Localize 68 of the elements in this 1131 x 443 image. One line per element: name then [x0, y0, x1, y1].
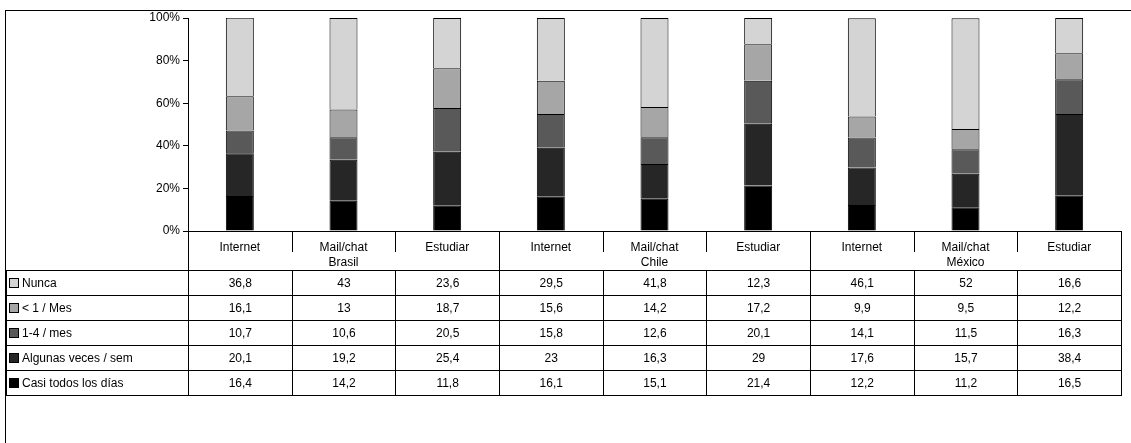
data-label: 12,2	[1017, 295, 1122, 321]
legend-label: Algunas veces / sem	[6, 345, 189, 371]
data-label: 16,3	[603, 345, 707, 371]
data-label: 10,7	[188, 320, 293, 346]
text: Brasil	[328, 255, 359, 270]
y-tick-label: 40%	[155, 138, 181, 153]
y-tick-label: 100%	[149, 10, 181, 25]
legend-label: Casi todos los días	[6, 370, 189, 396]
data-label: 19,2	[292, 345, 396, 371]
data-label: 20,1	[706, 320, 811, 346]
y-tick-label: 0%	[162, 223, 181, 238]
data-label: 14,1	[810, 320, 915, 346]
data-label: 16,1	[188, 295, 293, 321]
text: México	[946, 255, 985, 270]
legend-label: 1-4 / mes	[6, 320, 189, 346]
data-label: 16,5	[1017, 370, 1122, 396]
data-label: 15,6	[499, 295, 604, 321]
data-label: 41,8	[603, 270, 707, 296]
data-label: 20,1	[188, 345, 293, 371]
data-label: 23	[499, 345, 604, 371]
data-label: 9,9	[810, 295, 915, 321]
data-label: 16,3	[1017, 320, 1122, 346]
x-tick-label: Internet	[841, 239, 883, 254]
data-label: 15,8	[499, 320, 604, 346]
data-label: 10,6	[292, 320, 396, 346]
data-label: 46,1	[810, 270, 915, 296]
y-tick-label: 60%	[155, 95, 181, 110]
x-tick-label: Internet	[530, 239, 572, 254]
data-label: 14,2	[292, 370, 396, 396]
data-label: 16,6	[1017, 270, 1122, 296]
x-tick-label: Estudiar	[1047, 239, 1092, 254]
data-label: 17,6	[810, 345, 915, 371]
data-label: 52	[914, 270, 1018, 296]
data-label: 12,6	[603, 320, 707, 346]
data-label: 11,2	[914, 370, 1018, 396]
data-label: 11,5	[914, 320, 1018, 346]
data-label: 12,3	[706, 270, 811, 296]
data-label: 43	[292, 270, 396, 296]
legend-label: Nunca	[6, 270, 189, 296]
data-label: 16,4	[188, 370, 293, 396]
data-label: 12,2	[810, 370, 915, 396]
data-label: 13	[292, 295, 396, 321]
data-label: 25,4	[395, 345, 500, 371]
x-tick-label: Mail/chat	[630, 239, 680, 254]
text: Chile	[640, 255, 669, 270]
data-label: 17,2	[706, 295, 811, 321]
x-tick-label: Mail/chat	[319, 239, 369, 254]
data-label: 38,4	[1017, 345, 1122, 371]
data-label: 14,2	[603, 295, 707, 321]
data-label: 15,7	[914, 345, 1018, 371]
x-tick-label: Mail/chat	[941, 239, 991, 254]
data-label: 23,6	[395, 270, 500, 296]
x-tick-label: Internet	[219, 239, 261, 254]
data-label: 15,1	[603, 370, 707, 396]
x-tick-label: Estudiar	[736, 239, 781, 254]
data-label: 9,5	[914, 295, 1018, 321]
data-label: 29,5	[499, 270, 604, 296]
y-tick-label: 20%	[155, 180, 181, 195]
x-tick-label: Estudiar	[425, 239, 470, 254]
data-label: 20,5	[395, 320, 500, 346]
data-label: 21,4	[706, 370, 811, 396]
data-label: 16,1	[499, 370, 604, 396]
data-label: 29	[706, 345, 811, 371]
legend-label: < 1 / Mes	[6, 295, 189, 321]
data-label: 11,8	[395, 370, 500, 396]
data-label: 36,8	[188, 270, 293, 296]
data-label: 18,7	[395, 295, 500, 321]
y-tick-label: 80%	[155, 52, 181, 67]
